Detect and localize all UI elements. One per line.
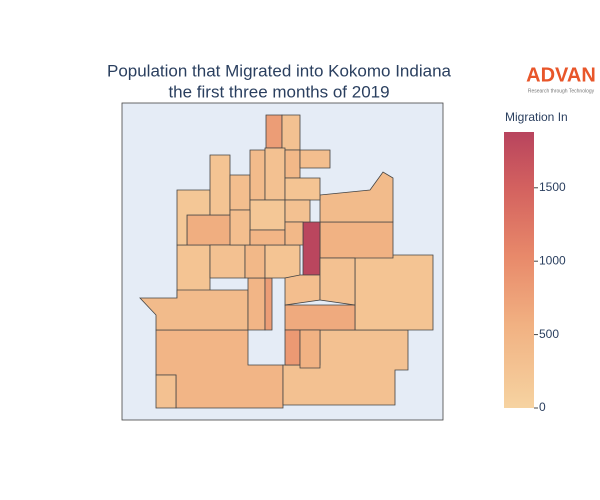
region — [299, 149, 331, 169]
region — [302, 221, 321, 276]
regions — [139, 114, 434, 409]
region — [284, 177, 321, 201]
region — [284, 304, 356, 331]
region — [284, 329, 301, 366]
region — [354, 254, 434, 331]
region — [155, 374, 177, 409]
colorbar-tick-label: 500 — [539, 327, 559, 341]
colorbar-tick-label: 0 — [539, 400, 546, 414]
region — [264, 277, 273, 331]
colorbar — [504, 132, 534, 408]
colorbar-tick-label: 1500 — [539, 180, 566, 194]
region — [264, 244, 301, 279]
colorbar-tick-label: 1000 — [539, 253, 566, 267]
colorbar-title: Migration In — [505, 110, 568, 124]
title-line: the first three months of 2019 — [168, 82, 389, 101]
region — [249, 149, 266, 201]
region — [299, 329, 321, 369]
title-line: Population that Migrated into Kokomo Ind… — [107, 61, 452, 80]
region — [319, 257, 356, 306]
region — [249, 229, 286, 246]
region — [209, 154, 231, 216]
region — [265, 114, 283, 149]
region — [229, 209, 251, 246]
region — [249, 199, 286, 231]
region — [209, 244, 246, 279]
region — [284, 199, 311, 223]
region — [264, 147, 286, 201]
region — [284, 221, 304, 246]
region — [284, 149, 301, 179]
logo-tagline: Research through Technology — [528, 88, 595, 94]
region — [244, 244, 266, 279]
region — [284, 274, 321, 306]
region — [247, 277, 266, 331]
region — [229, 174, 251, 211]
region — [281, 114, 301, 151]
region — [319, 221, 394, 259]
logo-name: ADVAN — [526, 64, 596, 86]
